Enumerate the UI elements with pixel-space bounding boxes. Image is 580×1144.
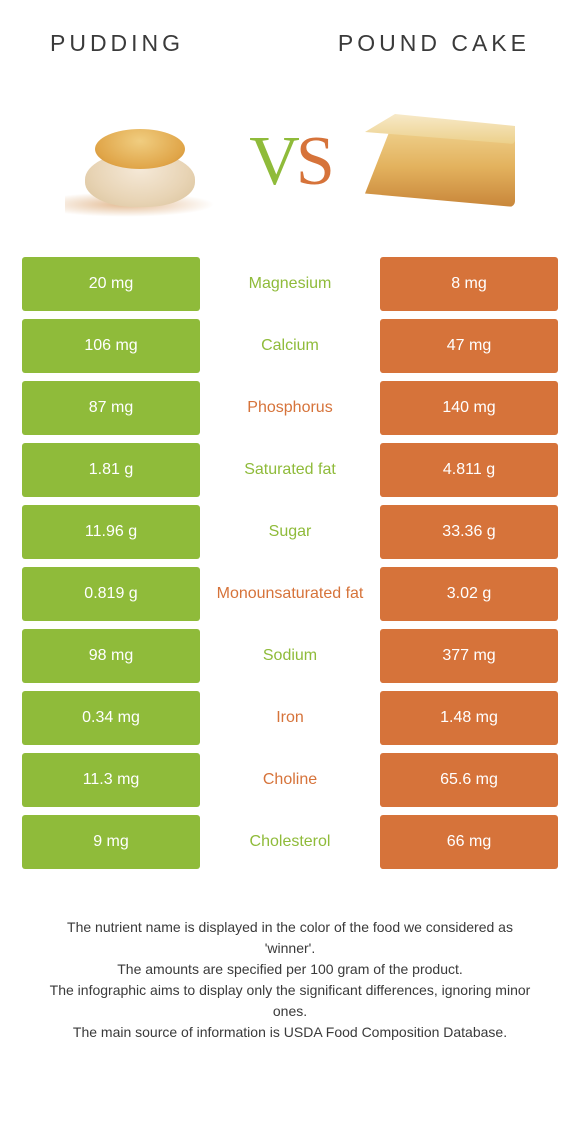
right-value: 3.02 g bbox=[380, 567, 558, 621]
nutrient-label: Iron bbox=[200, 691, 380, 745]
table-row: 11.96 gSugar33.36 g bbox=[22, 505, 558, 559]
header: Pudding Pound Cake bbox=[0, 0, 580, 67]
right-value: 65.6 mg bbox=[380, 753, 558, 807]
table-row: 1.81 gSaturated fat4.811 g bbox=[22, 443, 558, 497]
footnote-line: The nutrient name is displayed in the co… bbox=[40, 917, 540, 959]
left-value: 106 mg bbox=[22, 319, 200, 373]
left-value: 98 mg bbox=[22, 629, 200, 683]
nutrient-label: Cholesterol bbox=[200, 815, 380, 869]
title-left: Pudding bbox=[50, 30, 184, 57]
images-row: VS bbox=[0, 67, 580, 257]
left-value: 87 mg bbox=[22, 381, 200, 435]
table-row: 87 mgPhosphorus140 mg bbox=[22, 381, 558, 435]
table-row: 9 mgCholesterol66 mg bbox=[22, 815, 558, 869]
right-value: 66 mg bbox=[380, 815, 558, 869]
right-value: 140 mg bbox=[380, 381, 558, 435]
table-row: 20 mgMagnesium8 mg bbox=[22, 257, 558, 311]
table-row: 0.34 mgIron1.48 mg bbox=[22, 691, 558, 745]
nutrient-label: Sugar bbox=[200, 505, 380, 559]
left-value: 11.96 g bbox=[22, 505, 200, 559]
right-value: 377 mg bbox=[380, 629, 558, 683]
left-value: 0.34 mg bbox=[22, 691, 200, 745]
footnote-line: The amounts are specified per 100 gram o… bbox=[40, 959, 540, 980]
nutrient-label: Magnesium bbox=[200, 257, 380, 311]
footnote-line: The infographic aims to display only the… bbox=[40, 980, 540, 1022]
table-row: 11.3 mgCholine65.6 mg bbox=[22, 753, 558, 807]
footnotes: The nutrient name is displayed in the co… bbox=[0, 877, 580, 1043]
vs-label: VS bbox=[249, 122, 331, 202]
comparison-table: 20 mgMagnesium8 mg 106 mgCalcium47 mg 87 m… bbox=[0, 257, 580, 869]
footnote-line: The main source of information is USDA F… bbox=[40, 1022, 540, 1043]
table-row: 106 mgCalcium47 mg bbox=[22, 319, 558, 373]
table-row: 0.819 gMonounsaturated fat3.02 g bbox=[22, 567, 558, 621]
left-value: 1.81 g bbox=[22, 443, 200, 497]
vs-v: V bbox=[249, 123, 296, 200]
left-value: 20 mg bbox=[22, 257, 200, 311]
right-value: 33.36 g bbox=[380, 505, 558, 559]
nutrient-label: Monounsaturated fat bbox=[200, 567, 380, 621]
nutrient-label: Calcium bbox=[200, 319, 380, 373]
right-value: 1.48 mg bbox=[380, 691, 558, 745]
left-value: 11.3 mg bbox=[22, 753, 200, 807]
right-value: 4.811 g bbox=[380, 443, 558, 497]
left-value: 0.819 g bbox=[22, 567, 200, 621]
nutrient-label: Saturated fat bbox=[200, 443, 380, 497]
table-row: 98 mgSodium377 mg bbox=[22, 629, 558, 683]
nutrient-label: Phosphorus bbox=[200, 381, 380, 435]
nutrient-label: Choline bbox=[200, 753, 380, 807]
right-value: 8 mg bbox=[380, 257, 558, 311]
vs-s: S bbox=[296, 123, 331, 200]
nutrient-label: Sodium bbox=[200, 629, 380, 683]
pudding-image bbox=[50, 97, 230, 227]
right-value: 47 mg bbox=[380, 319, 558, 373]
left-value: 9 mg bbox=[22, 815, 200, 869]
title-right: Pound Cake bbox=[338, 30, 530, 57]
pound-cake-image bbox=[350, 97, 530, 227]
